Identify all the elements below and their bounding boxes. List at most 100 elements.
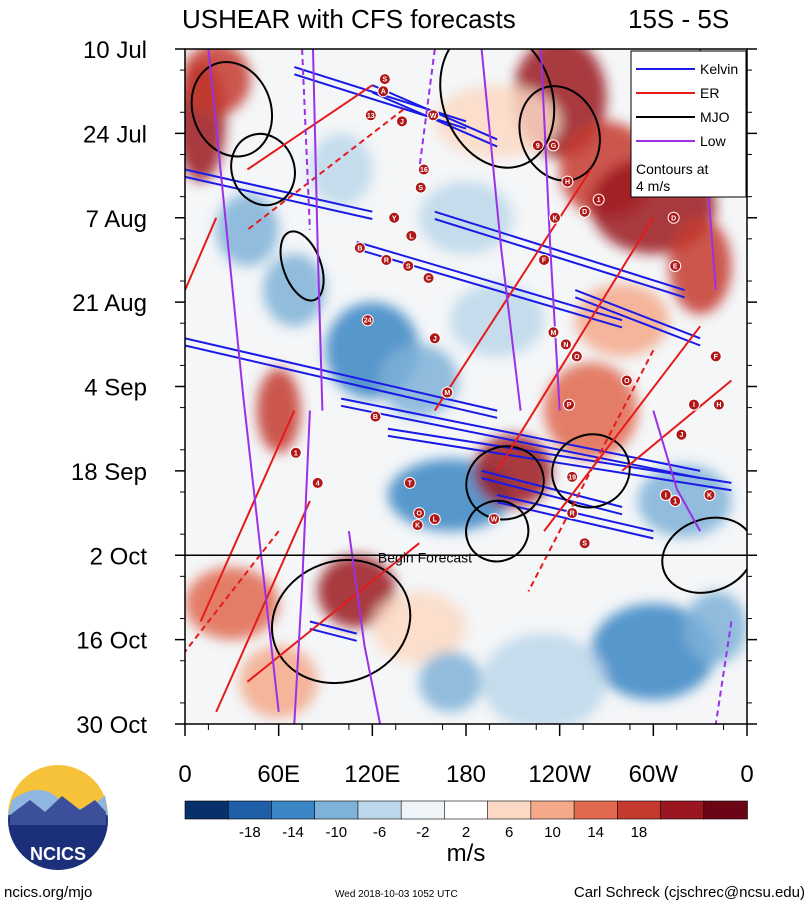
legend: Kelvin ER MJO Low Contours at4 m/s [630, 50, 747, 198]
storm-marker: G [547, 139, 560, 152]
storm-marker: B [369, 410, 382, 423]
storm-marker: O [620, 374, 633, 387]
storm-marker: R [380, 253, 393, 266]
mjo-contour [230, 132, 296, 207]
storm-label: K [552, 215, 557, 222]
kelvin-contour [340, 404, 701, 480]
low-contour [293, 410, 311, 724]
shading-blob [590, 603, 716, 700]
contour-note: Contours at [636, 161, 708, 177]
storm-marker: S [402, 259, 415, 272]
kelvin-contour [574, 296, 701, 347]
storm-marker: 9 [531, 139, 544, 152]
colorbar-swatch [660, 800, 705, 820]
colorbar-swatch [530, 800, 575, 820]
colorbar-tick-label: -18 [239, 824, 261, 841]
storm-label: N [563, 342, 568, 349]
y-tick-label: 24 Jul [83, 121, 147, 148]
shading-blob [450, 284, 545, 357]
storm-label: R [384, 257, 389, 264]
shading-blob [544, 362, 638, 459]
storm-label: G [551, 143, 557, 150]
storm-label: F [714, 354, 719, 361]
kelvin-contour [387, 427, 732, 484]
colorbar-swatch [703, 800, 748, 820]
low-contour [347, 530, 382, 724]
storm-label: W [430, 113, 437, 120]
storm-marker: S [578, 537, 591, 550]
shading-blob [575, 284, 669, 357]
legend-label: Kelvin [700, 61, 738, 77]
storm-marker: C [422, 272, 435, 285]
storm-label: P [567, 402, 572, 409]
storm-label: O [624, 378, 630, 385]
storm-marker: L [428, 513, 441, 526]
shading-blob [185, 49, 251, 116]
storm-marker: 19 [566, 470, 579, 483]
y-tick-label: 10 Jul [83, 37, 147, 64]
storm-label: 19 [568, 474, 576, 481]
colorbar-tick-label: 18 [631, 824, 648, 841]
mjo-contour [465, 445, 545, 521]
shading-blob [309, 133, 373, 206]
storm-marker: 1 [669, 495, 682, 508]
storm-marker: 4 [311, 476, 324, 489]
x-tick-label: 0 [178, 761, 191, 788]
colorbar: -18 -14 -10 -6 -2 2 6 10 14 18 [184, 800, 748, 841]
er-contour [496, 217, 655, 472]
storm-label: 1 [673, 499, 677, 506]
kelvin-contour [356, 240, 623, 322]
x-tick-label: 0 [740, 761, 753, 788]
er-contour [246, 108, 405, 231]
x-tick-label: 120W [528, 761, 591, 788]
kelvin-contour [185, 175, 373, 220]
low-contour [418, 49, 436, 170]
low-contour [652, 410, 702, 532]
shading-blob [481, 633, 607, 724]
y-tick-label: 18 Sep [71, 459, 147, 486]
storm-marker: F [709, 350, 722, 363]
storm-label: S [582, 541, 587, 548]
mjo-contour [270, 559, 412, 685]
storm-marker: S [414, 181, 427, 194]
storm-label: H [565, 179, 570, 186]
shading-blob [216, 193, 279, 266]
storm-label: 1 [294, 450, 298, 457]
colorbar-swatch [357, 800, 402, 820]
colorbar-swatch [617, 800, 662, 820]
y-tick-label: 21 Aug [72, 290, 147, 317]
shading-blob [372, 591, 466, 664]
storm-marker: F [538, 253, 551, 266]
colorbar-tick-label: -10 [325, 824, 347, 841]
colorbar-tick-label: 14 [587, 824, 604, 841]
storm-label: I [693, 402, 695, 409]
storm-label: H [716, 402, 721, 409]
storm-label: K [707, 492, 712, 499]
mjo-contour [551, 433, 631, 509]
storm-marker: J [428, 332, 441, 345]
storm-marker: T [403, 476, 416, 489]
kelvin-contour [496, 501, 654, 540]
storm-label: F [542, 257, 547, 264]
x-tick-label: 120E [344, 761, 400, 788]
storm-marker: J [675, 428, 688, 441]
storm-marker: W [488, 513, 501, 526]
er-contour [185, 530, 280, 653]
er-contour [215, 500, 311, 713]
colorbar-swatch [444, 800, 489, 820]
colorbar-tick-label: -6 [373, 824, 386, 841]
storm-marker: 1 [592, 193, 605, 206]
shading-blob [419, 651, 482, 712]
colorbar-swatch [314, 800, 359, 820]
storm-marker: K [703, 488, 716, 501]
kelvin-contour [574, 289, 701, 340]
er-contour [433, 168, 592, 412]
footer-timestamp: Wed 2018-10-03 1052 UTC [335, 889, 458, 900]
storm-marker: D [578, 205, 591, 218]
kelvin-contour [185, 168, 373, 213]
storm-marker: B [353, 241, 366, 254]
legend-label: Low [700, 133, 727, 149]
storm-label: D [671, 215, 676, 222]
storm-marker: Y [388, 211, 401, 224]
storm-label: B [373, 414, 378, 421]
